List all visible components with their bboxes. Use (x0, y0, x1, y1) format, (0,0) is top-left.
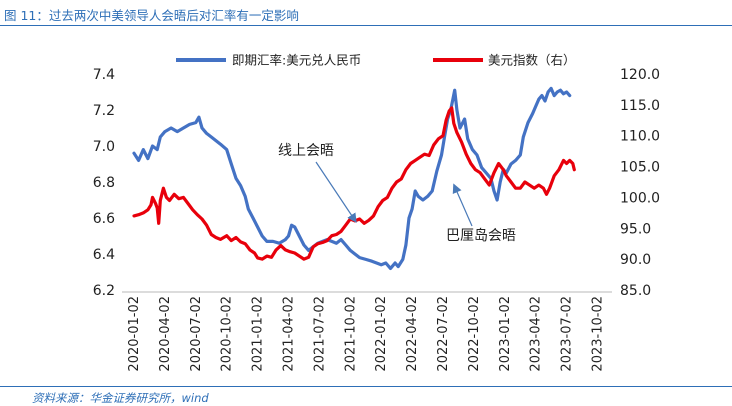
x-tick-label: 2020-04-02 (158, 296, 173, 372)
x-tick-label: 2022-04-02 (405, 296, 420, 372)
x-tick-label: 2020-07-02 (189, 296, 204, 372)
x-tick-label: 2020-10-02 (220, 296, 235, 372)
left-y-tick-label: 6.8 (93, 175, 115, 191)
x-axis: 2020-01-02 2020-04-02 2020-07-02 2020-10-02… (127, 296, 606, 372)
figure-title: 图 11：过去两次中美领导人会晤后对汇率有一定影响 (4, 8, 299, 23)
x-tick-label: 2021-04-02 (282, 296, 297, 372)
x-tick-label: 2021-10-02 (343, 296, 358, 372)
right-y-tick-label: 100.0 (620, 190, 660, 206)
legend-label-dxy: 美元指数（右） (488, 53, 576, 68)
left-y-tick-label: 7.0 (93, 139, 115, 155)
x-tick-label: 2023-04-02 (529, 296, 544, 372)
annotation-arrow-online (315, 161, 357, 223)
annotation-bali-meeting: 巴厘岛会晤 (446, 228, 516, 244)
right-y-tick-label: 90.0 (620, 252, 651, 268)
x-tick-label: 2021-01-02 (251, 296, 266, 372)
right-y-axis: 85.0 90.0 95.0 100.0 105.0 110.0 115.0 120.0 (620, 67, 660, 299)
left-y-tick-label: 7.4 (93, 67, 115, 83)
series-line-cny (132, 86, 572, 270)
annotation-arrow-bali (452, 183, 473, 227)
x-tick-label: 2023-07-02 (560, 296, 575, 372)
legend: 即期汇率:美元兑人民币 美元指数（右） (176, 53, 576, 68)
left-y-tick-label: 6.6 (93, 211, 115, 227)
right-y-tick-label: 105.0 (620, 160, 660, 176)
x-tick-label: 2023-01-02 (498, 296, 513, 372)
source-note: 资料来源：华金证券研究所，wind (32, 391, 209, 405)
right-y-tick-label: 115.0 (620, 98, 660, 114)
x-tick-label: 2021-07-02 (312, 296, 327, 372)
legend-label-cny: 即期汇率:美元兑人民币 (232, 53, 361, 68)
right-y-tick-label: 110.0 (620, 129, 660, 145)
x-tick-label: 2022-10-02 (467, 296, 482, 372)
x-tick-label: 2022-01-02 (374, 296, 389, 372)
left-y-tick-label: 6.2 (93, 283, 115, 299)
left-y-tick-label: 7.2 (93, 103, 115, 119)
x-tick-label: 2023-10-02 (591, 296, 606, 372)
left-y-axis: 6.2 6.4 6.6 6.8 7.0 7.2 7.4 (93, 67, 115, 299)
annotation-online-meeting: 线上会晤 (278, 143, 334, 159)
title-rule (0, 25, 732, 26)
bottom-rule (0, 386, 732, 387)
right-y-tick-label: 95.0 (620, 221, 651, 237)
right-y-tick-label: 120.0 (620, 67, 660, 83)
left-y-tick-label: 6.4 (93, 247, 115, 263)
right-y-tick-label: 85.0 (620, 283, 651, 299)
x-tick-label: 2022-07-02 (436, 296, 451, 372)
x-tick-label: 2020-01-02 (127, 296, 142, 372)
